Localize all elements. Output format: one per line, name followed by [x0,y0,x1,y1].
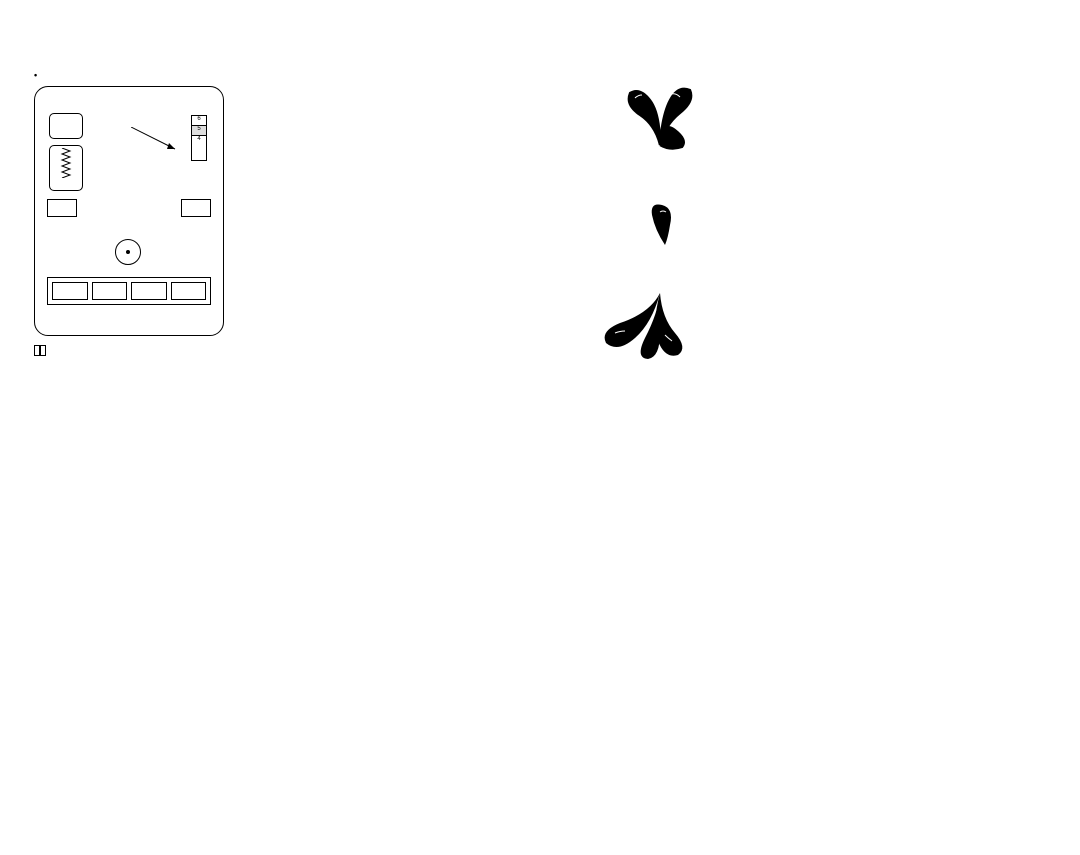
stitch-pattern-icon [49,145,83,191]
satin-foot-icon [181,199,211,217]
uses-paragraph-2 [34,346,234,357]
zigzag-foot-icon [47,199,77,217]
stitch-number-display [49,113,83,139]
stitch-chart-svg [344,124,604,324]
tension-arrow-icon [131,127,181,157]
machine-settings-box: 6 5 4 [34,86,224,336]
tension-dial-icon: 6 5 4 [191,115,207,161]
zigzag-icon [59,148,73,178]
foot-row [47,199,211,217]
control-panel-icon [47,277,211,305]
heres-how-section [300,370,640,376]
stitch-ref-54 [40,345,46,356]
left-column: 6 5 4 [34,70,234,357]
leaf-embroidery-top-icon [620,85,700,155]
pressure-dial-icon [115,239,141,265]
leaf-embroidery-mid-icon [640,200,690,250]
page-header [490,36,497,48]
leaf-embroidery-bottom-icon [600,283,690,363]
satin-stitch-title [34,70,234,80]
